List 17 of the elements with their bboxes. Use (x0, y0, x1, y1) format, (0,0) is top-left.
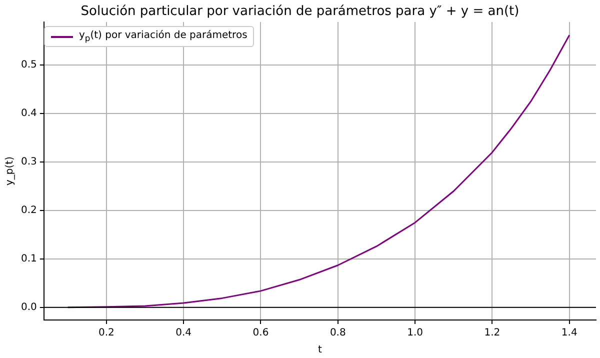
x-tick-label: 0.6 (252, 328, 269, 339)
x-axis-title: t (318, 344, 322, 356)
x-tick-label: 0.4 (176, 328, 192, 339)
y-tick-label: 0.1 (20, 254, 37, 265)
x-tick-label: 0.8 (330, 328, 346, 339)
x-tick-label: 1.0 (407, 328, 424, 339)
x-tick-label: 0.2 (98, 328, 114, 339)
y-tick-label: 0.4 (20, 108, 37, 120)
y-tick-label: 0.3 (20, 156, 37, 168)
legend-label: y$_{p}$(t) por variación de parámetros (79, 30, 248, 43)
y-tick-label: 0.2 (20, 205, 37, 216)
x-tick-label: 1.4 (561, 328, 578, 339)
y-axis-title: y_p(t) (4, 156, 16, 186)
chart-title: Solución particular por variación de parámetros para y″ + y = an(t) (80, 4, 520, 19)
y-tick-label: 0.0 (20, 302, 37, 313)
y-tick-label: 0.5 (20, 60, 37, 71)
x-tick-label: 1.2 (484, 328, 500, 339)
